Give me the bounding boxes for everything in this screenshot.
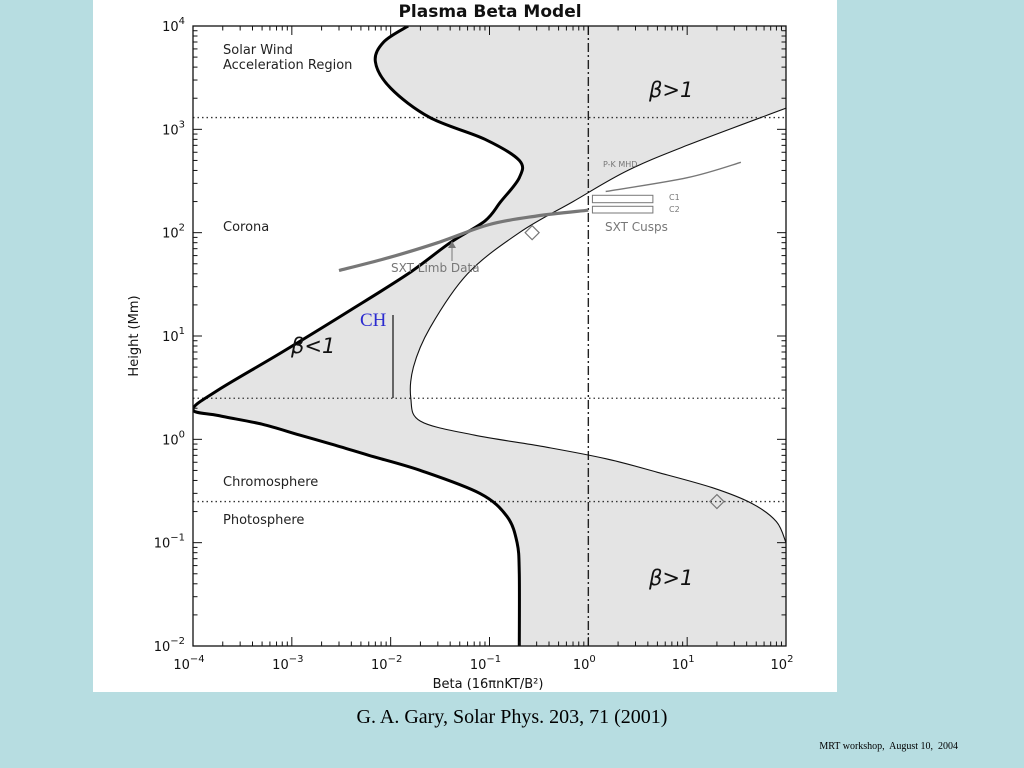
upper-beta-curve [409,107,786,543]
x-tick-label: 10−3 [272,654,303,673]
x-axis-label: Beta (16πnKT/B²) [433,677,544,692]
annotation-sxt-limb-data: SXT Limb Data [391,261,480,275]
annotation-beta-gt-1-top: β>1 [648,78,693,102]
annotation-c2: C2 [669,205,680,214]
region-label-chromosphere: Chromosphere [223,475,318,490]
lower-beta-curve [193,26,525,646]
x-tick-label: 102 [771,654,794,673]
chart-title: Plasma Beta Model [398,2,581,22]
plasma-beta-chart: Plasma Beta Model Beta (16πnKT/B²) Heigh… [127,2,794,692]
annotation-pk-mhd: P-K MHD [603,160,637,169]
annotation-ch: CH [360,310,387,331]
cusp-box-c1 [591,194,654,204]
slide-caption: G. A. Gary, Solar Phys. 203, 71 (2001) [356,706,668,728]
region-label-corona: Corona [223,220,269,235]
annotation-beta-gt-1-bottom: β>1 [648,566,693,590]
diamond-marker [524,224,540,241]
y-tick-label: 101 [162,326,185,345]
region-label-photosphere: Photosphere [223,513,304,528]
x-tick-label: 101 [672,654,695,673]
sxt-limb-data-line [338,208,589,273]
shaded-region [193,26,786,646]
pk-mhd-line [605,161,742,193]
annotation-beta-lt-1: β<1 [290,334,335,358]
sxt-limb-arrowhead [448,241,456,248]
y-tick-label: 103 [162,119,185,138]
region-label-solar-wind: Solar Wind [223,43,293,58]
y-tick-label: 10−1 [154,533,185,552]
diamond-marker [709,493,725,510]
y-tick-label: 104 [162,16,185,35]
y-tick-label: 100 [162,429,185,448]
x-tick-label: 10−2 [371,654,402,673]
x-tick-label: 10−1 [470,654,501,673]
cusp-box-c2 [591,205,654,214]
slide-footer: MRT workshop, August 10, 2004 [819,741,958,752]
x-tick-label: 10−4 [173,654,204,673]
annotation-sxt-cusps: SXT Cusps [605,220,668,234]
x-tick-label: 100 [573,654,596,673]
annotation-c1: C1 [669,193,680,202]
y-tick-label: 10−2 [154,636,185,655]
figure-panel: Plasma Beta Model Beta (16πnKT/B²) Heigh… [93,0,837,692]
y-axis-label: Height (Mm) [127,295,142,376]
y-tick-label: 102 [162,223,185,242]
region-label-acceleration: Acceleration Region [223,58,352,73]
